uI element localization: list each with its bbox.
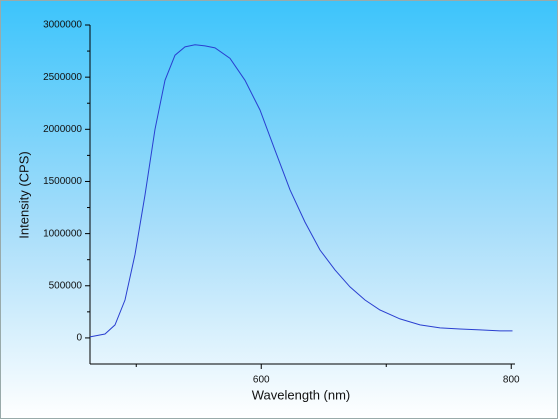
x-axis-label: Wavelength (nm) [252,387,351,402]
y-tick-label: 1500000 [43,176,82,187]
x-tick-label: 600 [253,375,270,386]
line [89,44,513,338]
y-tick-label: 2000000 [43,124,82,135]
y-tick-label: 3000000 [43,20,82,31]
y-tick-label: 1000000 [43,228,82,239]
y-tick-label: 500000 [49,280,83,291]
y-tick-label: 0 [76,333,82,344]
x-tick-label: 800 [503,375,520,386]
y-axis-label: Intensity (CPS) [16,151,31,238]
y-tick-label: 2500000 [43,72,82,83]
